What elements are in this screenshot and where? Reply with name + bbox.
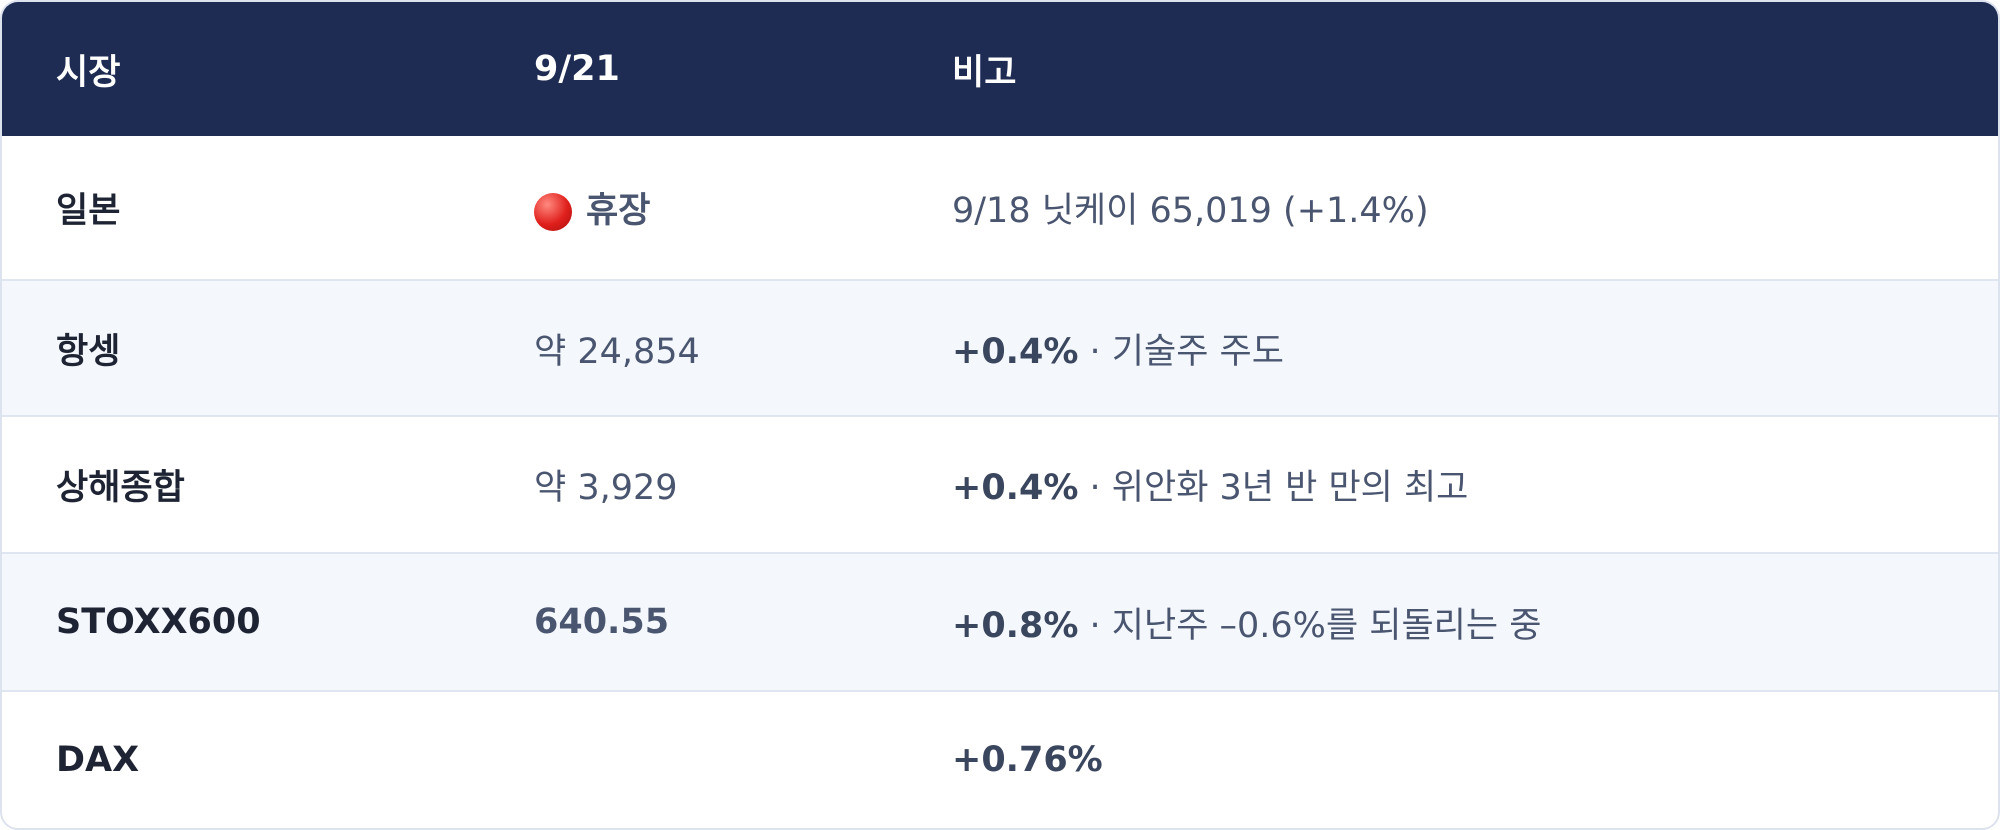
change-text: +0.4% — [952, 331, 1079, 372]
header-row: 시장 9/21 비고 — [2, 2, 1998, 136]
value-cell: 휴장 — [534, 182, 650, 233]
table-row: DAX +0.76% — [2, 692, 1998, 828]
market-cell: 상해종합 — [56, 468, 185, 508]
header-cell: 시장 — [56, 52, 121, 93]
table-row: STOXX600 640.55 +0.8% · 지난주 –0.6%를 되돌리는 … — [2, 554, 1998, 692]
note-text: · 지난주 –0.6%를 되돌리는 중 — [1089, 605, 1542, 646]
header-cell: 9/21 — [534, 49, 620, 89]
note-cell: +0.4% · 위안화 3년 반 만의 최고 — [952, 459, 1468, 510]
market-cell: STOXX600 — [56, 602, 261, 642]
note-text: · 위안화 3년 반 만의 최고 — [1089, 468, 1469, 508]
market-cell: 일본 — [56, 191, 121, 231]
market-cell: 항셍 — [56, 331, 121, 372]
change-text: +0.8% — [952, 605, 1079, 646]
note-cell: +0.8% · 지난주 –0.6%를 되돌리는 중 — [952, 597, 1541, 648]
table-row: 상해종합 약 3,929 +0.4% · 위안화 3년 반 만의 최고 — [2, 417, 1998, 554]
note-text: · 기술주 주도 — [1089, 331, 1284, 372]
note-cell: 9/18 닛케이 65,019 (+1.4%) — [952, 191, 1429, 231]
value-cell: 약 3,929 — [534, 468, 678, 508]
status-icon — [534, 193, 572, 231]
note-cell: +0.4% · 기술주 주도 — [952, 323, 1284, 374]
change-text: +0.4% — [952, 468, 1079, 508]
table-row: 항셍 약 24,854 +0.4% · 기술주 주도 — [2, 281, 1998, 417]
change-text: +0.76% — [952, 740, 1103, 780]
value-cell: 640.55 — [534, 602, 670, 642]
table-row: 일본 휴장 9/18 닛케이 65,019 (+1.4%) — [2, 136, 1998, 281]
header-cell: 비고 — [952, 52, 1017, 93]
market-cell: DAX — [56, 740, 140, 780]
value-cell: 약 24,854 — [534, 331, 700, 372]
value-text: 휴장 — [586, 191, 651, 231]
